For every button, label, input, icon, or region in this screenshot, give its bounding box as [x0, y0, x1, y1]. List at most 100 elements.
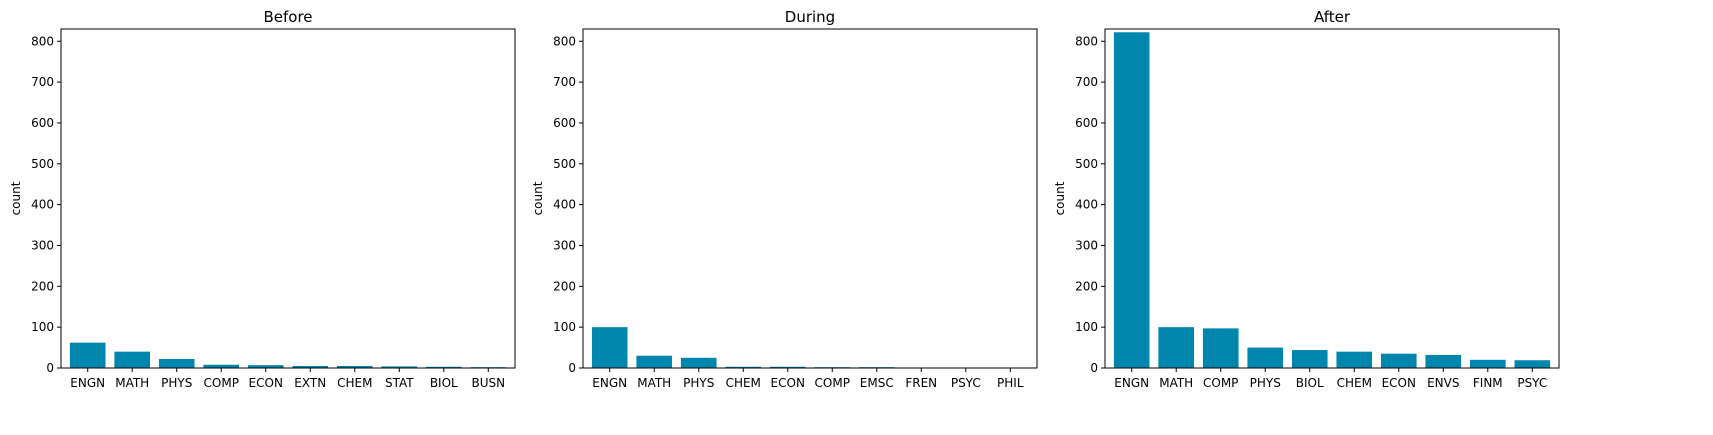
y-tick-label: 300 [31, 238, 54, 252]
y-tick-label: 600 [1075, 116, 1098, 130]
y-ticks: 0 100 200 300 400 500 600 700 800 [31, 34, 61, 375]
x-tick-label: MATH [115, 376, 149, 390]
y-tick-label: 700 [1075, 75, 1098, 89]
chart-title: After [1314, 8, 1351, 26]
x-tick-label: PHIL [997, 376, 1024, 390]
x-tick-label: ECON [249, 376, 283, 390]
bar-econ [1380, 353, 1417, 368]
x-tick-label: BIOL [1296, 376, 1324, 390]
x-tick-label: ENGN [592, 376, 627, 390]
axes-frame [582, 28, 1038, 369]
x-tick-label: ENVS [1427, 376, 1459, 390]
x-tick-label: PHYS [1250, 376, 1281, 390]
x-tick-label: BIOL [430, 376, 458, 390]
bar-extn [292, 365, 329, 368]
bar-biol [1291, 350, 1328, 368]
chart-title: Before [263, 8, 312, 26]
y-tick-label: 300 [553, 238, 576, 252]
y-tick-label: 400 [1075, 198, 1098, 212]
bar-phys [1247, 347, 1284, 368]
x-tick-label: ECON [1382, 376, 1416, 390]
y-axis-label: count [9, 181, 23, 215]
y-tick-label: 500 [553, 157, 576, 171]
panel-after: After count 0 100 200 300 400 500 600 700 800 EN… [1053, 8, 1560, 390]
axes-frame [60, 28, 516, 369]
x-tick-label: EXTN [294, 376, 326, 390]
bar-comp [203, 364, 240, 368]
bar-math [1158, 327, 1195, 368]
y-tick-label: 500 [31, 157, 54, 171]
y-tick-label: 800 [31, 34, 54, 48]
panel-during: During count 0 100 200 300 400 500 600 700 800 E… [531, 8, 1038, 390]
x-tick-label: CHEM [726, 376, 761, 390]
x-tick-label: MATH [637, 376, 671, 390]
bar-math [636, 355, 673, 368]
y-tick-label: 800 [1075, 34, 1098, 48]
y-tick-label: 200 [553, 279, 576, 293]
bars [591, 327, 1029, 368]
x-tick-label: COMP [204, 376, 239, 390]
y-tick-label: 100 [553, 320, 576, 334]
y-axis-label: count [531, 181, 545, 215]
bar-psyc [1514, 360, 1551, 368]
x-tick-label: COMP [1203, 376, 1238, 390]
y-ticks: 0 100 200 300 400 500 600 700 800 [1075, 34, 1105, 375]
bar-math [114, 351, 151, 368]
y-tick-label: 700 [31, 75, 54, 89]
y-ticks: 0 100 200 300 400 500 600 700 800 [553, 34, 583, 375]
bar-engn [69, 342, 106, 368]
bars [1113, 32, 1551, 369]
bar-phys [680, 357, 717, 368]
x-ticks: ENGN MATH PHYS CHEM ECON COMP EMSC FREN PSYC PHIL [592, 368, 1024, 390]
x-ticks: ENGN MATH PHYS COMP ECON EXTN CHEM STAT BIOL BUSN [70, 368, 505, 390]
bar-envs [1425, 354, 1462, 368]
x-tick-label: STAT [385, 376, 414, 390]
y-tick-label: 300 [1075, 238, 1098, 252]
y-tick-label: 100 [1075, 320, 1098, 334]
y-tick-label: 500 [1075, 157, 1098, 171]
y-axis-label: count [1053, 181, 1067, 215]
bar-finm [1469, 359, 1506, 368]
x-tick-label: PHYS [161, 376, 192, 390]
y-tick-label: 100 [31, 320, 54, 334]
y-tick-label: 800 [553, 34, 576, 48]
y-tick-label: 600 [31, 116, 54, 130]
bar-chem [725, 366, 762, 368]
x-tick-label: EMSC [860, 376, 894, 390]
x-tick-label: PSYC [951, 376, 981, 390]
x-tick-label: PHYS [683, 376, 714, 390]
x-tick-label: FREN [905, 376, 937, 390]
x-ticks: ENGN MATH COMP PHYS BIOL CHEM ECON ENVS FINM PSYC [1114, 368, 1547, 390]
x-tick-label: MATH [1159, 376, 1193, 390]
x-tick-label: ECON [771, 376, 805, 390]
y-tick-label: 700 [553, 75, 576, 89]
x-tick-label: BUSN [471, 376, 505, 390]
x-tick-label: COMP [815, 376, 850, 390]
x-tick-label: ENGN [1114, 376, 1149, 390]
bar-engn [1113, 32, 1150, 369]
bar-phys [158, 359, 195, 368]
bar-chem [336, 365, 373, 368]
bar-biol [425, 366, 462, 368]
y-tick-label: 0 [568, 361, 576, 375]
y-tick-label: 200 [1075, 279, 1098, 293]
bar-comp [1202, 328, 1239, 368]
panel-before: Before count 0 100 200 300 400 500 600 700 800 E… [9, 8, 516, 390]
bar-engn [591, 327, 628, 368]
y-tick-label: 400 [31, 198, 54, 212]
y-tick-label: 600 [553, 116, 576, 130]
y-tick-label: 0 [46, 361, 54, 375]
y-tick-label: 400 [553, 198, 576, 212]
x-tick-label: ENGN [70, 376, 105, 390]
x-tick-label: FINM [1473, 376, 1503, 390]
chart-title: During [785, 8, 835, 26]
bar-econ [247, 365, 284, 368]
bar-stat [381, 366, 418, 368]
y-tick-label: 0 [1090, 361, 1098, 375]
y-tick-label: 200 [31, 279, 54, 293]
x-tick-label: CHEM [1337, 376, 1372, 390]
axes-frame [1104, 28, 1560, 369]
x-tick-label: PSYC [1517, 376, 1547, 390]
bars [69, 342, 507, 368]
